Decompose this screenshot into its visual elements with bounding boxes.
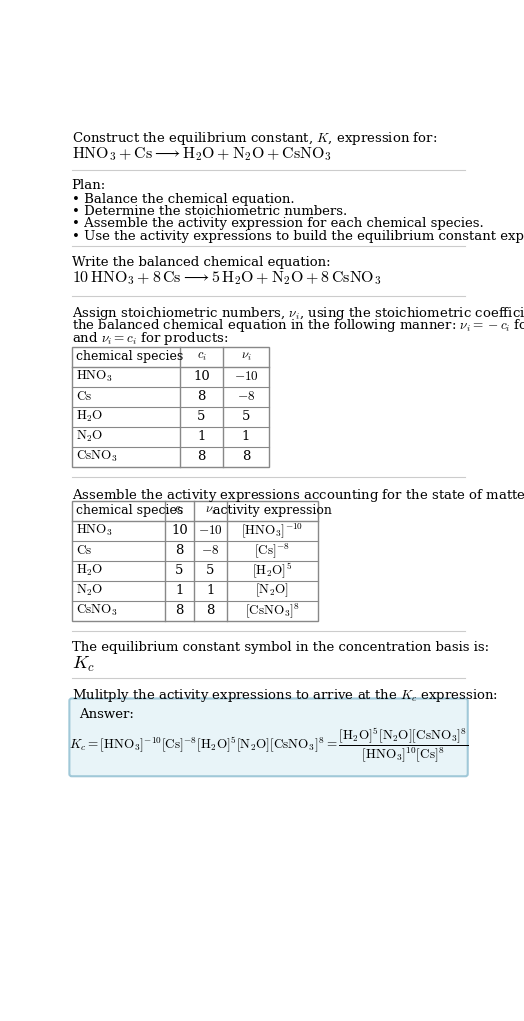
Bar [72,500,318,621]
Text: $\mathrm{N_2O}$: $\mathrm{N_2O}$ [77,429,104,444]
Text: Write the balanced chemical equation:: Write the balanced chemical equation: [72,255,330,269]
Text: • Assemble the activity expression for each chemical species.: • Assemble the activity expression for e… [72,217,484,230]
Text: The equilibrium constant symbol in the concentration basis is:: The equilibrium constant symbol in the c… [72,641,489,653]
Text: $\mathrm{CsNO_3}$: $\mathrm{CsNO_3}$ [77,603,118,619]
Text: 1: 1 [198,430,206,443]
Text: 5: 5 [175,565,183,577]
Text: • Determine the stoichiometric numbers.: • Determine the stoichiometric numbers. [72,205,347,217]
Text: $-10$: $-10$ [234,371,258,383]
Text: Plan:: Plan: [72,180,106,193]
Text: $[\mathrm{H_2O}]^5$: $[\mathrm{H_2O}]^5$ [253,561,292,581]
Text: and $\nu_i = c_i$ for products:: and $\nu_i = c_i$ for products: [72,330,228,347]
FancyBboxPatch shape [69,698,468,776]
Bar [72,346,269,467]
Text: 5: 5 [242,410,250,423]
Text: 1: 1 [206,584,215,597]
Text: $[\mathrm{N_2O}]$: $[\mathrm{N_2O}]$ [255,582,289,599]
Text: Construct the equilibrium constant, $K$, expression for:: Construct the equilibrium constant, $K$,… [72,131,437,147]
Text: $\mathrm{Cs}$: $\mathrm{Cs}$ [77,390,93,403]
Text: $\mathrm{H_2O}$: $\mathrm{H_2O}$ [77,409,104,425]
Text: $K_c$: $K_c$ [72,654,94,674]
Text: $\mathrm{HNO_3 + Cs \longrightarrow H_2O + N_2O + CsNO_3}$: $\mathrm{HNO_3 + Cs \longrightarrow H_2O… [72,146,332,163]
Text: 8: 8 [175,604,183,618]
Text: 8: 8 [175,544,183,557]
Text: $\nu_i$: $\nu_i$ [241,350,252,363]
Text: $\mathrm{Cs}$: $\mathrm{Cs}$ [77,544,93,557]
Text: $-8$: $-8$ [201,544,220,557]
Text: 1: 1 [175,584,183,597]
Text: Assign stoichiometric numbers, $\nu_i$, using the stoichiometric coefficients, $: Assign stoichiometric numbers, $\nu_i$, … [72,305,524,322]
Text: Mulitply the activity expressions to arrive at the $K_c$ expression:: Mulitply the activity expressions to arr… [72,687,498,703]
Text: $\mathrm{CsNO_3}$: $\mathrm{CsNO_3}$ [77,449,118,465]
Text: $\mathrm{HNO_3}$: $\mathrm{HNO_3}$ [77,523,113,538]
Text: $\nu_i$: $\nu_i$ [205,504,216,517]
Text: Answer:: Answer: [80,709,134,722]
Text: $\mathrm{N_2O}$: $\mathrm{N_2O}$ [77,583,104,598]
Text: $c_i$: $c_i$ [174,504,184,517]
Text: 10: 10 [193,371,210,383]
Text: $c_i$: $c_i$ [196,350,206,363]
Text: 8: 8 [198,450,206,464]
Text: 8: 8 [206,604,215,618]
Text: • Use the activity expressions to build the equilibrium constant expression.: • Use the activity expressions to build … [72,230,524,243]
Text: $\mathrm{H_2O}$: $\mathrm{H_2O}$ [77,563,104,578]
Text: the balanced chemical equation in the following manner: $\nu_i = -c_i$ for react: the balanced chemical equation in the fo… [72,318,524,334]
Text: activity expression: activity expression [213,504,332,517]
Text: Assemble the activity expressions accounting for the state of matter and $\nu_i$: Assemble the activity expressions accoun… [72,487,524,503]
Text: $[\mathrm{CsNO_3}]^8$: $[\mathrm{CsNO_3}]^8$ [245,601,300,620]
Text: 1: 1 [242,430,250,443]
Text: 8: 8 [242,450,250,464]
Text: 8: 8 [198,390,206,403]
Text: $[\mathrm{Cs}]^{-8}$: $[\mathrm{Cs}]^{-8}$ [254,541,290,561]
Text: $-8$: $-8$ [237,390,255,403]
Text: $10 \, \mathrm{HNO_3} + 8 \, \mathrm{Cs} \longrightarrow 5 \, \mathrm{H_2O} + \m: $10 \, \mathrm{HNO_3} + 8 \, \mathrm{Cs}… [72,270,381,287]
Text: $\mathrm{HNO_3}$: $\mathrm{HNO_3}$ [77,369,113,384]
Text: $K_c = [\mathrm{HNO_3}]^{-10} [\mathrm{Cs}]^{-8} [\mathrm{H_2O}]^5 [\mathrm{N_2O: $K_c = [\mathrm{HNO_3}]^{-10} [\mathrm{C… [69,726,468,765]
Text: 10: 10 [171,524,188,537]
Text: $[\mathrm{HNO_3}]^{-10}$: $[\mathrm{HNO_3}]^{-10}$ [242,521,303,540]
Text: chemical species: chemical species [77,504,183,517]
Text: $-10$: $-10$ [198,524,223,537]
Text: chemical species: chemical species [77,350,183,363]
Text: 5: 5 [206,565,215,577]
Text: 5: 5 [198,410,206,423]
Text: • Balance the chemical equation.: • Balance the chemical equation. [72,193,294,205]
